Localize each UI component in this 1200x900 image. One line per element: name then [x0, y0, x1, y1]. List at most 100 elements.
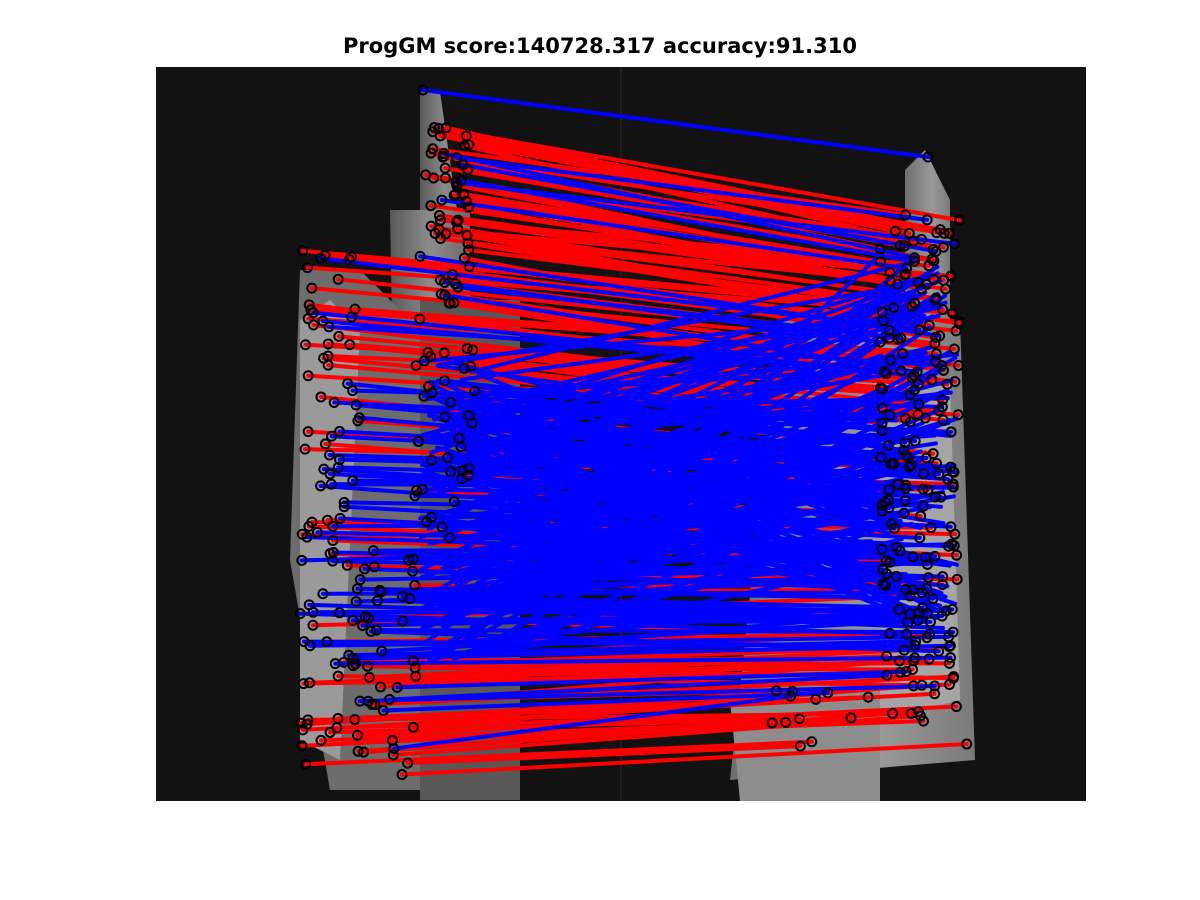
keypoint-marker — [914, 710, 926, 722]
keypoint-marker — [943, 641, 955, 653]
keypoint-marker — [918, 468, 930, 480]
keypoint-marker — [889, 225, 901, 237]
keypoint-marker — [455, 441, 467, 453]
keypoint-marker — [300, 758, 312, 770]
keypoint-marker — [900, 450, 912, 462]
keypoint-marker — [882, 439, 894, 451]
keypoint-marker — [895, 332, 907, 344]
wrong-match-line — [461, 192, 883, 264]
keypoint-marker — [904, 590, 916, 602]
correct-match-line — [461, 162, 938, 254]
keypoint-marker — [439, 276, 451, 288]
keypoint-marker — [947, 466, 959, 478]
keypoint-marker — [334, 425, 346, 437]
keypoint-marker — [436, 521, 448, 533]
keypoint-marker — [894, 240, 906, 252]
keypoint-marker — [367, 545, 379, 557]
keypoint-marker — [456, 473, 468, 485]
keypoint-marker — [884, 627, 896, 639]
keypoint-marker — [410, 360, 422, 372]
correct-match-line — [320, 319, 917, 378]
keypoint-marker — [341, 559, 353, 571]
keypoint-marker — [938, 227, 950, 239]
keypoint-marker — [937, 364, 949, 376]
keypoint-marker — [428, 172, 440, 184]
keypoint-marker — [414, 313, 426, 325]
keypoint-marker — [327, 555, 339, 567]
keypoint-marker — [900, 666, 912, 678]
keypoint-marker — [950, 701, 962, 713]
keypoint-marker — [315, 734, 327, 746]
keypoint-marker — [908, 252, 920, 264]
wrong-match-line — [443, 231, 938, 301]
keypoint-marker — [467, 344, 479, 356]
keypoint-marker — [879, 366, 891, 378]
keypoint-marker — [876, 425, 888, 437]
correct-match-line — [379, 618, 921, 654]
keypoint-marker — [411, 484, 423, 496]
keypoint-marker — [891, 278, 903, 290]
keypoint-marker — [937, 241, 949, 253]
keypoint-marker — [947, 307, 959, 319]
keypoint-marker — [407, 721, 419, 733]
keypoint-marker — [359, 563, 371, 575]
keypoint-marker — [449, 188, 461, 200]
wrong-match-line — [441, 154, 947, 236]
keypoint-marker — [407, 553, 419, 565]
keypoint-marker — [937, 414, 949, 426]
keypoint-marker — [904, 608, 916, 620]
correct-match-line — [391, 694, 793, 751]
keypoint-marker — [950, 325, 962, 337]
keypoint-marker — [307, 619, 319, 631]
keypoint-marker — [933, 468, 945, 480]
keypoint-marker — [874, 256, 886, 268]
keypoint-marker — [883, 332, 895, 344]
keypoint-marker — [303, 520, 315, 532]
correct-match-line — [374, 628, 956, 635]
keypoint-marker — [898, 644, 910, 656]
keypoint-marker — [926, 374, 938, 386]
keypoint-marker — [350, 596, 362, 608]
keypoint-marker — [397, 590, 409, 602]
keypoint-marker — [425, 220, 437, 232]
keypoint-marker — [895, 365, 907, 377]
keypoint-marker — [909, 639, 921, 651]
keypoint-marker — [302, 426, 314, 438]
keypoint-marker — [451, 216, 463, 228]
keypoint-marker — [923, 628, 935, 640]
keypoint-marker — [349, 303, 361, 315]
keypoint-marker — [862, 691, 874, 703]
keypoint-marker — [923, 653, 935, 665]
correct-match-line — [439, 198, 909, 271]
keypoint-marker — [930, 331, 942, 343]
keypoint-marker — [414, 250, 426, 262]
keypoint-marker — [332, 273, 344, 285]
keypoint-marker — [925, 522, 937, 534]
keypoint-marker — [325, 478, 337, 490]
keypoint-marker — [426, 454, 438, 466]
correct-match-line — [381, 690, 830, 713]
keypoint-marker — [351, 729, 363, 741]
keypoint-marker — [908, 655, 920, 667]
keypoint-marker — [876, 543, 888, 555]
keypoint-marker — [445, 466, 457, 478]
correct-match-line — [362, 566, 929, 591]
keypoint-marker — [458, 362, 470, 374]
correct-match-line — [421, 88, 930, 159]
correct-match-line — [420, 487, 891, 502]
correct-match-line — [311, 607, 955, 615]
keypoint-marker — [438, 151, 450, 163]
keypoint-marker — [324, 449, 336, 461]
keypoint-marker — [308, 319, 320, 331]
keypoint-marker — [338, 496, 350, 508]
correct-match-line — [326, 324, 944, 368]
keypoint-marker — [462, 462, 474, 474]
keypoint-marker — [845, 712, 857, 724]
correct-match-line — [424, 519, 951, 549]
keypoint-marker — [452, 223, 464, 235]
keypoint-marker — [402, 757, 414, 769]
keypoint-marker — [315, 391, 327, 403]
keypoint-marker — [461, 343, 473, 355]
keypoint-marker — [899, 437, 911, 449]
keypoint-marker — [923, 260, 935, 272]
